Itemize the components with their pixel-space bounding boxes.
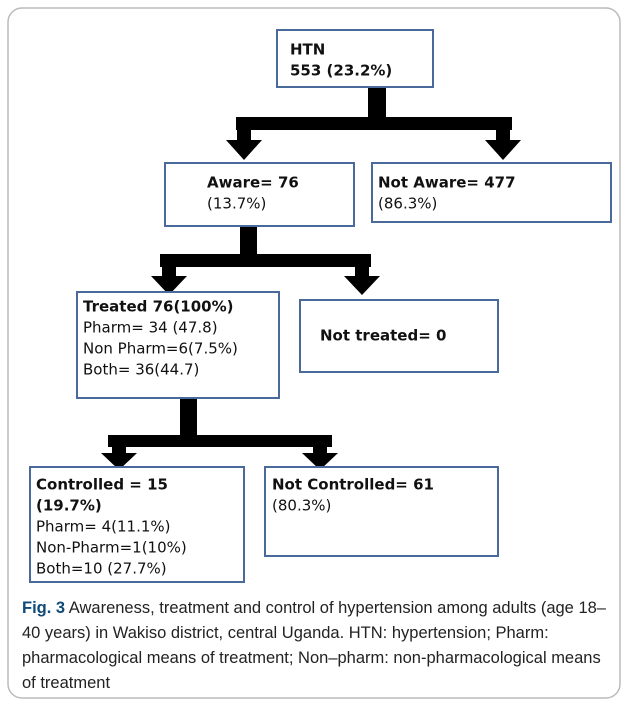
node-box xyxy=(371,162,612,223)
arrow xyxy=(226,130,262,160)
node-heading: Not Controlled= 61 xyxy=(272,476,434,494)
node-detail: Both=10 (27.7%) xyxy=(36,560,167,578)
frame xyxy=(7,7,621,699)
node-heading: Not Aware= 477 xyxy=(378,174,516,192)
arrow xyxy=(101,447,137,470)
node-box xyxy=(264,466,499,557)
node-detail: (80.3%) xyxy=(272,497,331,515)
node-heading: Not treated= 0 xyxy=(320,327,446,345)
connectors xyxy=(101,87,521,470)
node-detail: Non Pharm=6(7.5%) xyxy=(83,340,238,358)
node-heading: Aware= 76 xyxy=(207,174,299,192)
node-detail: (13.7%) xyxy=(207,195,266,213)
stem xyxy=(240,226,257,256)
bar xyxy=(236,117,512,130)
caption: Fig. 3 Awareness, treatment and control … xyxy=(22,596,607,696)
caption-text: Awareness, treatment and control of hype… xyxy=(22,599,606,692)
arrow xyxy=(302,447,338,470)
node-heading: Controlled = 15 xyxy=(36,476,168,494)
node-heading: 553 (23.2%) xyxy=(290,62,392,80)
stem xyxy=(180,398,197,438)
node-box xyxy=(276,29,434,88)
bar xyxy=(160,254,371,267)
node-detail: (86.3%) xyxy=(378,195,437,213)
node-box xyxy=(164,162,355,227)
arrow xyxy=(485,130,521,160)
bar xyxy=(108,435,332,447)
node-detail: Pharm= 34 (47.8) xyxy=(83,319,218,337)
node-heading: Treated 76(100%) xyxy=(83,298,234,316)
node-heading: HTN xyxy=(290,41,325,59)
stem xyxy=(368,87,386,120)
node-detail: Pharm= 4(11.1%) xyxy=(36,518,171,536)
node-heading: (19.7%) xyxy=(36,497,102,515)
arrow xyxy=(344,267,380,295)
arrow xyxy=(151,267,187,295)
caption-label: Fig. 3 xyxy=(22,599,66,617)
node-detail: Non-Pharm=1(10%) xyxy=(36,539,187,557)
node-box xyxy=(29,466,245,583)
node-box xyxy=(299,299,499,373)
node-box xyxy=(76,291,280,399)
node-detail: Both= 36(44.7) xyxy=(83,361,199,379)
